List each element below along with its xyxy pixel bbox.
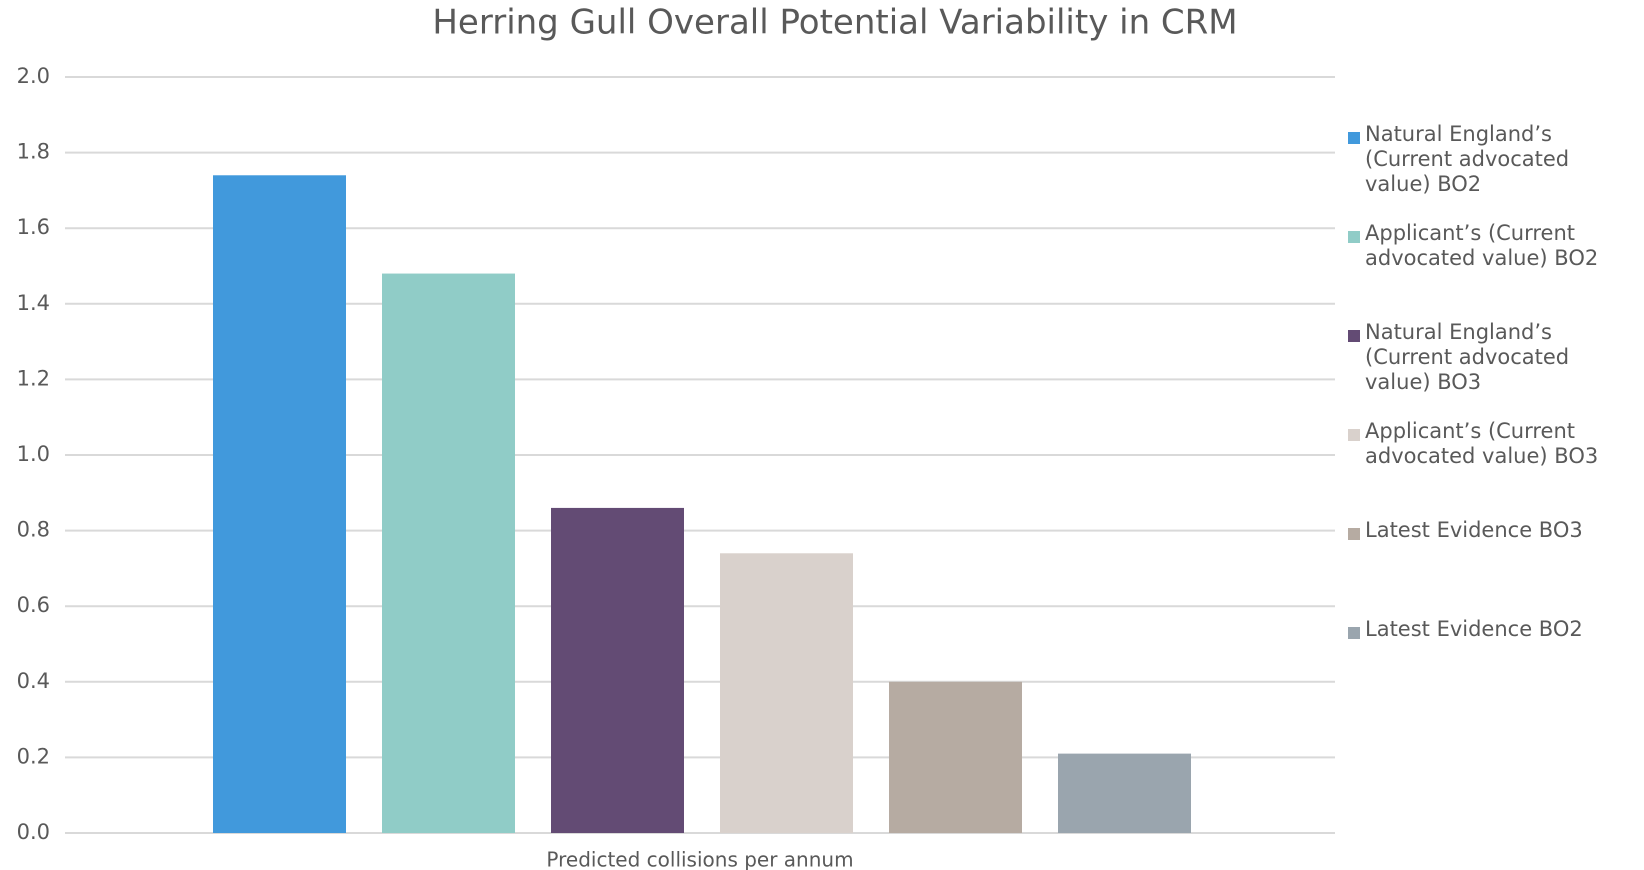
legend-item: Natural England’s (Current advocated val… bbox=[1348, 122, 1638, 221]
legend-swatch bbox=[1348, 132, 1360, 144]
y-tick-label: 1.2 bbox=[17, 366, 50, 390]
legend-item: Latest Evidence BO2 bbox=[1348, 617, 1638, 716]
legend-item: Applicant’s (Current advocated value) BO… bbox=[1348, 419, 1638, 518]
y-tick-label: 1.8 bbox=[17, 140, 50, 164]
legend: Natural England’s (Current advocated val… bbox=[1348, 122, 1638, 716]
chart-title: Herring Gull Overall Potential Variabili… bbox=[432, 3, 1237, 43]
legend-label: Natural England’s (Current advocated val… bbox=[1365, 320, 1570, 394]
legend-label: Natural England’s (Current advocated val… bbox=[1365, 122, 1570, 196]
y-tick-label: 1.6 bbox=[17, 215, 50, 239]
legend-label: Latest Evidence BO2 bbox=[1365, 617, 1583, 641]
y-tick-label: 0.2 bbox=[17, 744, 50, 768]
bar bbox=[382, 273, 515, 833]
legend-label: Applicant’s (Current advocated value) BO… bbox=[1365, 221, 1599, 270]
x-axis-label: Predicted collisions per annum bbox=[546, 848, 853, 870]
y-tick-label: 0.0 bbox=[17, 820, 50, 844]
legend-swatch bbox=[1348, 429, 1360, 441]
legend-swatch bbox=[1348, 330, 1360, 342]
y-tick-label: 0.8 bbox=[17, 518, 50, 542]
legend-label: Latest Evidence BO3 bbox=[1365, 518, 1583, 542]
y-tick-label: 0.6 bbox=[17, 593, 50, 617]
bar bbox=[889, 681, 1022, 833]
bar bbox=[720, 553, 853, 833]
legend-swatch bbox=[1348, 231, 1360, 243]
y-tick-label: 1.4 bbox=[17, 291, 50, 315]
y-tick-label: 0.4 bbox=[17, 669, 50, 693]
legend-label: Applicant’s (Current advocated value) BO… bbox=[1365, 419, 1599, 468]
bar bbox=[213, 175, 346, 833]
bar bbox=[551, 507, 684, 833]
bar bbox=[1058, 753, 1191, 833]
y-tick-label: 1.0 bbox=[17, 442, 50, 466]
legend-item: Latest Evidence BO3 bbox=[1348, 518, 1638, 617]
legend-swatch bbox=[1348, 627, 1360, 639]
legend-swatch bbox=[1348, 528, 1360, 540]
y-tick-label: 2.0 bbox=[17, 64, 50, 88]
legend-item: Applicant’s (Current advocated value) BO… bbox=[1348, 221, 1638, 320]
legend-item: Natural England’s (Current advocated val… bbox=[1348, 320, 1638, 419]
